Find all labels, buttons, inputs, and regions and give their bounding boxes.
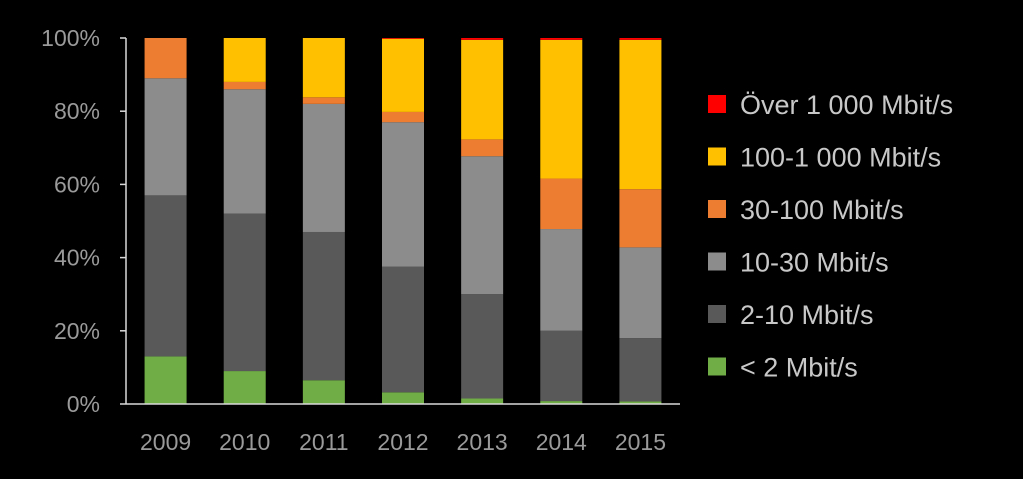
bar-segment-2014-1: [540, 330, 583, 402]
bar-segment-2015-3: [619, 189, 662, 248]
legend-swatch: [708, 95, 726, 113]
x-tick-label: 2010: [219, 429, 270, 455]
legend-label: 30-100 Mbit/s: [740, 195, 904, 225]
bar-segment-2010-4: [223, 38, 266, 82]
bar-segment-2012-4: [382, 38, 424, 112]
y-tick-label: 0%: [67, 391, 100, 417]
bar-segment-2014-0: [540, 401, 583, 404]
legend: Över 1 000 Mbit/s 100-1 000 Mbit/s 30-100 …: [708, 90, 953, 383]
bar-segment-2012-3: [382, 111, 424, 123]
bar-segment-2012-5: [382, 38, 424, 39]
legend-label: 100-1 000 Mbit/s: [740, 143, 941, 173]
x-tick-label: 2013: [457, 429, 508, 455]
legend-swatch: [708, 357, 726, 376]
x-tick-label: 2009: [140, 429, 191, 455]
bar-segment-2012-0: [382, 392, 424, 404]
bar-segment-2012-2: [382, 122, 424, 267]
legend-label: < 2 Mbit/s: [740, 353, 858, 383]
bar-segment-2010-1: [223, 213, 266, 372]
x-tick-label: 2011: [299, 429, 348, 455]
y-tick-label: 80%: [54, 98, 100, 124]
legend-label: 2-10 Mbit/s: [740, 300, 874, 330]
bar-segment-2010-2: [223, 89, 266, 214]
bar-segment-2015-0: [619, 401, 662, 404]
bar-segment-2010-0: [223, 371, 266, 404]
bar-segment-2009-3: [144, 38, 187, 79]
legend-swatch: [708, 252, 726, 271]
bar-segment-2015-2: [619, 247, 662, 339]
bar-segment-2009-2: [144, 78, 187, 196]
bar-segment-2011-4: [302, 38, 345, 98]
legend-swatch: [708, 305, 726, 323]
bar-segment-2015-1: [619, 338, 662, 402]
legend-swatch: [708, 200, 726, 218]
axes: [125, 38, 680, 405]
x-axis-tick-labels: 2009 2010 2011 2012 2013 2014 2015: [140, 429, 666, 455]
x-tick-label: 2012: [377, 429, 428, 455]
bar-segment-2014-4: [540, 39, 583, 179]
bar-segment-2011-3: [302, 97, 345, 104]
x-tick-label: 2014: [536, 429, 587, 455]
bar-segment-2013-3: [461, 139, 504, 157]
legend-swatch: [708, 147, 726, 166]
bar-segment-2010-3: [223, 81, 266, 90]
bar-segment-2015-5: [619, 38, 662, 40]
y-tick-label: 60%: [54, 171, 100, 197]
bar-segment-2009-1: [144, 195, 187, 357]
bar-segment-2011-0: [302, 380, 345, 404]
bar-segment-2013-1: [461, 294, 504, 399]
y-axis-tick-labels: 0% 20% 40% 60% 80% 100%: [41, 25, 126, 417]
legend-label: Över 1 000 Mbit/s: [740, 90, 953, 120]
bar-segment-2013-4: [461, 39, 504, 140]
bar-segment-2009-0: [144, 356, 187, 404]
bar-segment-2013-0: [461, 398, 504, 404]
bar-segment-2013-2: [461, 156, 504, 295]
bar-segment-2011-1: [302, 231, 345, 381]
y-tick-label: 20%: [54, 318, 100, 344]
bar-segment-2014-2: [540, 229, 583, 331]
y-tick-label: 40%: [54, 245, 100, 271]
bar-segment-2014-3: [540, 178, 583, 230]
y-tick-label: 100%: [41, 25, 100, 51]
x-tick-label: 2015: [615, 429, 666, 455]
bar-segment-2011-2: [302, 103, 345, 232]
bar-segment-2013-5: [461, 38, 504, 40]
bar-stacks: [144, 38, 662, 404]
bar-segment-2015-4: [619, 39, 662, 190]
bar-segment-2014-5: [540, 38, 583, 40]
legend-label: 10-30 Mbit/s: [740, 248, 889, 278]
bar-segment-2012-1: [382, 266, 424, 393]
